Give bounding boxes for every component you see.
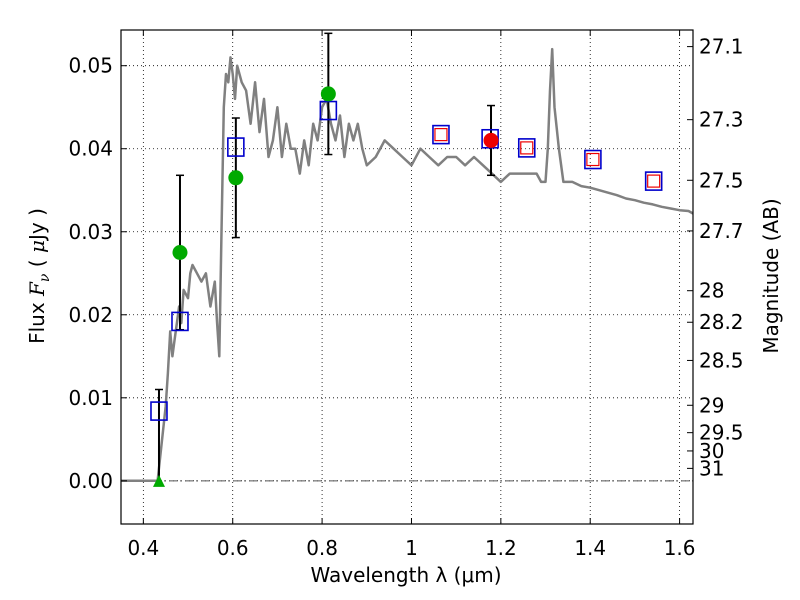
x-tick-label: 1.2	[485, 536, 517, 560]
observed-flux-point	[228, 170, 244, 186]
mag-tick-label: 28.2	[699, 310, 744, 334]
mag-tick-label: 27.1	[699, 35, 744, 59]
model-square-marker	[432, 124, 450, 145]
y-tick-label: 0.01	[68, 386, 113, 410]
mag-tick-label: 28	[699, 279, 724, 303]
x-tick-label: 1.4	[574, 536, 606, 560]
mag-tick-label: 27.5	[699, 168, 744, 192]
upper-limit-triangle	[152, 474, 165, 487]
x-tick-label: 1.6	[664, 536, 696, 560]
y-tick-label: 0.03	[68, 220, 113, 244]
model-square-marker	[584, 149, 602, 170]
x-tick-label: 0.6	[217, 536, 249, 560]
y-tick-label: 0.00	[68, 469, 113, 493]
x-axis-label: Wavelength λ (μm)	[310, 563, 501, 587]
y-tick-label: 0.04	[68, 137, 113, 161]
y-axis-label-mu: μ	[25, 240, 49, 253]
inner-square-marker	[586, 152, 600, 167]
x-tick-label: 0.8	[306, 536, 338, 560]
axis-ticks: 0.4 0.6 0.8 1 1.2 1.4 1.6 0.00 0.01 0.02 0.03 0.04 0…	[68, 30, 744, 560]
inner-square-marker	[647, 174, 661, 188]
observed-flux-point	[320, 86, 336, 102]
mag-tick-label: 29.5	[699, 421, 744, 445]
svg-text:Flux Fν ( μJy ): Flux Fν ( μJy )	[25, 208, 53, 344]
mag-tick-label: 27.7	[699, 219, 744, 243]
y-axis-label-subscript: ν	[37, 273, 53, 282]
model-square-marker	[227, 137, 245, 157]
model-square-marker	[171, 311, 189, 332]
plot-frame	[120, 29, 694, 525]
x-tick-label: 1	[405, 536, 418, 560]
y-axis-label-flux: Flux	[25, 296, 49, 344]
mag-tick-label: 30	[699, 439, 724, 463]
y-tick-label: 0.02	[68, 303, 113, 327]
observed-flux-markers	[152, 86, 499, 487]
model-square-marker	[644, 171, 663, 191]
model-square-marker	[517, 138, 536, 158]
y-axis-label-symbol: F	[25, 281, 49, 297]
observed-flux-point	[172, 245, 188, 261]
y-axis-label: Flux Fν ( μJy )	[25, 208, 53, 344]
mag-tick-label: 27.3	[699, 108, 744, 132]
mag-tick-label: 29	[699, 393, 724, 417]
observed-flux-point	[483, 132, 499, 148]
mag-tick-label: 31	[699, 456, 724, 480]
inner-square-marker	[520, 141, 534, 155]
y-axis-label-unit: (	[25, 253, 49, 274]
y-tick-label: 0.05	[68, 54, 113, 78]
y2-axis-label: Magnitude (AB)	[759, 198, 783, 353]
inner-square-marker	[434, 128, 448, 142]
model-square-marker	[319, 100, 338, 121]
x-tick-label: 0.4	[127, 536, 159, 560]
mag-tick-label: 28.5	[699, 348, 744, 372]
model-square-marker	[150, 401, 168, 421]
